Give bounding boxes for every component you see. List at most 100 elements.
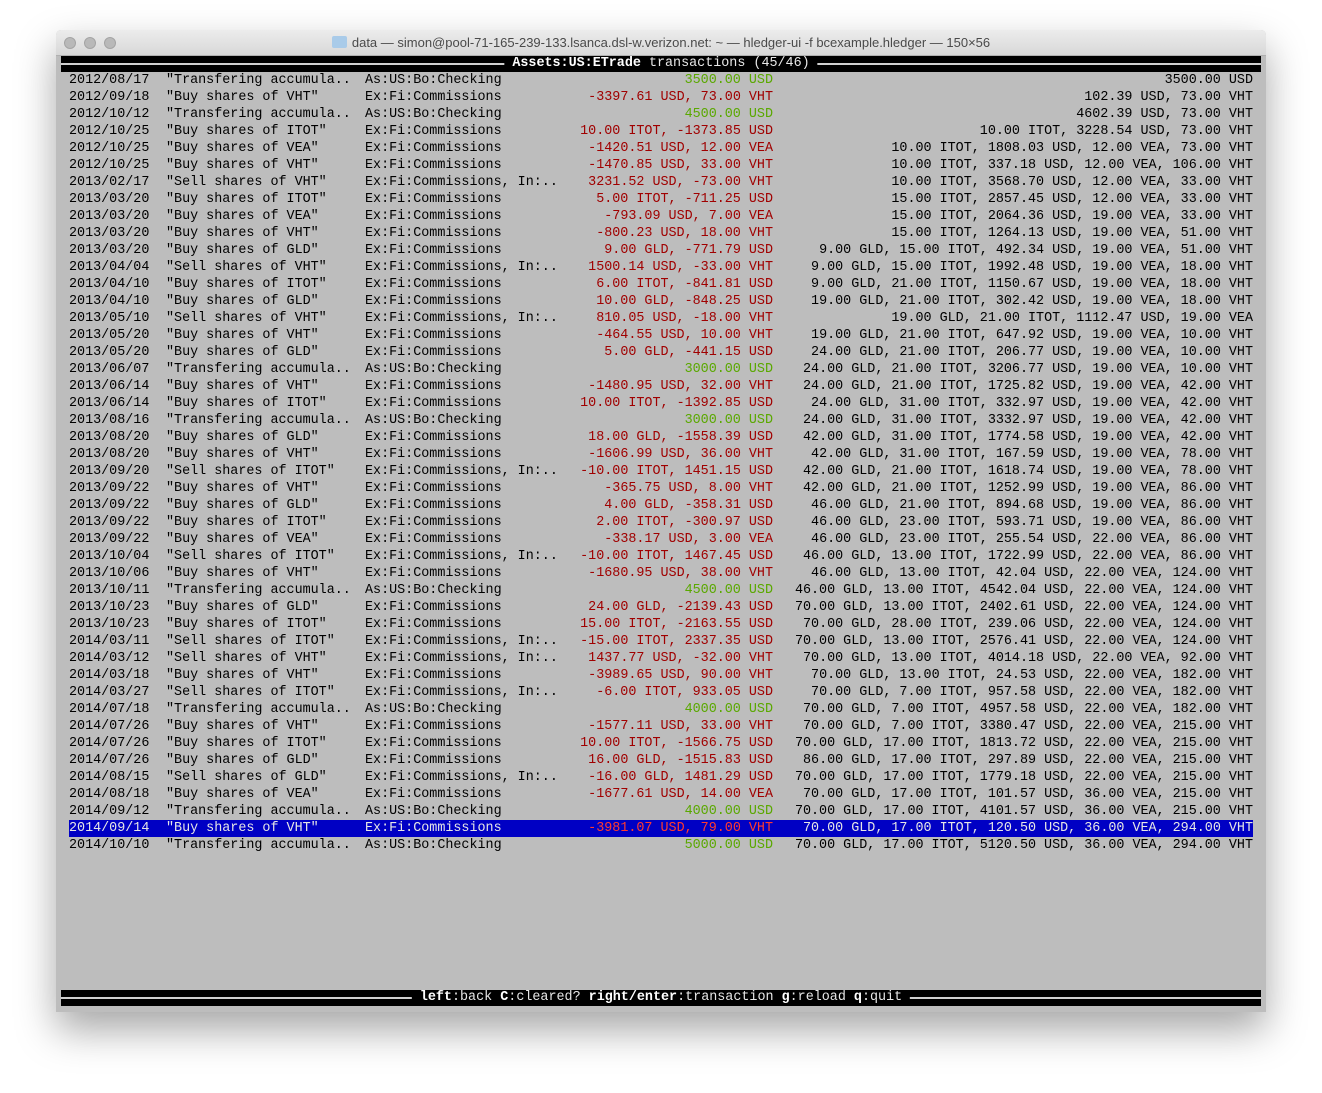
balance: 9.00 GLD, 15.00 ITOT, 492.34 USD, 19.00 … bbox=[819, 243, 1253, 258]
zoom-button[interactable] bbox=[104, 37, 116, 49]
transaction-row[interactable]: 2013/09/22 "Buy shares of VEA" Ex:Fi:Commi… bbox=[61, 531, 1261, 548]
balance: 70.00 GLD, 7.00 ITOT, 4957.58 USD, 22.00… bbox=[803, 702, 1253, 717]
amount: 3231.52 USD, -73.00 VHT bbox=[588, 175, 773, 190]
amount: 2.00 ITOT, -300.97 USD bbox=[596, 515, 773, 530]
transaction-row[interactable]: 2014/07/26 "Buy shares of VHT" Ex:Fi:Commi… bbox=[61, 718, 1261, 735]
transaction-row[interactable]: 2012/10/12 "Transfering accumula.. As:US:B… bbox=[61, 106, 1261, 123]
transaction-row[interactable]: 2014/10/10 "Transfering accumula.. As:US:B… bbox=[61, 837, 1261, 854]
transaction-row[interactable]: 2013/08/20 "Buy shares of GLD" Ex:Fi:Commi… bbox=[61, 429, 1261, 446]
description: "Transfering accumula.. bbox=[166, 362, 351, 377]
transaction-row[interactable]: 2013/02/17 "Sell shares of VHT" Ex:Fi:Comm… bbox=[61, 174, 1261, 191]
transaction-row[interactable]: 2013/09/22 "Buy shares of ITOT" Ex:Fi:Comm… bbox=[61, 514, 1261, 531]
transaction-row[interactable]: 2013/04/10 "Buy shares of ITOT" Ex:Fi:Comm… bbox=[61, 276, 1261, 293]
transaction-row[interactable]: 2014/07/26 "Buy shares of ITOT" Ex:Fi:Comm… bbox=[61, 735, 1261, 752]
separator: : bbox=[789, 990, 798, 1005]
date: 2014/07/26 bbox=[69, 753, 150, 768]
transaction-row[interactable]: 2013/05/20 "Buy shares of VHT" Ex:Fi:Commi… bbox=[61, 327, 1261, 344]
transaction-row[interactable]: 2013/03/20 "Buy shares of GLD" Ex:Fi:Commi… bbox=[61, 242, 1261, 259]
key-name: g bbox=[781, 990, 790, 1005]
date: 2013/10/11 bbox=[69, 583, 150, 598]
balance: 46.00 GLD, 21.00 ITOT, 894.68 USD, 19.00… bbox=[811, 498, 1253, 513]
terminal-content[interactable]: Assets:US:ETrade transactions (45/46) 20… bbox=[61, 56, 1261, 1012]
date: 2013/06/07 bbox=[69, 362, 150, 377]
transaction-row[interactable]: 2013/06/14 "Buy shares of VHT" Ex:Fi:Commi… bbox=[61, 378, 1261, 395]
amount: 10.00 ITOT, -1373.85 USD bbox=[580, 124, 773, 139]
transaction-row[interactable]: 2012/08/17 "Transfering accumula.. As:US:B… bbox=[61, 72, 1261, 89]
amount: -1420.51 USD, 12.00 VEA bbox=[588, 141, 773, 156]
transaction-row[interactable]: 2013/09/20 "Sell shares of ITOT" Ex:Fi:Com… bbox=[61, 463, 1261, 480]
balance: 24.00 GLD, 31.00 ITOT, 332.97 USD, 19.00… bbox=[811, 396, 1253, 411]
key-hint-transaction: right/enter:transaction bbox=[589, 990, 774, 1005]
transaction-row[interactable]: 2013/09/22 "Buy shares of VHT" Ex:Fi:Commi… bbox=[61, 480, 1261, 497]
account: Ex:Fi:Commissions bbox=[365, 158, 502, 173]
transaction-row[interactable]: 2013/03/20 "Buy shares of ITOT" Ex:Fi:Comm… bbox=[61, 191, 1261, 208]
date: 2013/04/04 bbox=[69, 260, 150, 275]
footer-bar: left:back C:cleared? right/enter:transac… bbox=[61, 990, 1261, 1006]
transaction-row[interactable]: 2012/10/25 "Buy shares of ITOT" Ex:Fi:Comm… bbox=[61, 123, 1261, 140]
transaction-row[interactable]: 2012/10/25 "Buy shares of VEA" Ex:Fi:Commi… bbox=[61, 140, 1261, 157]
amount: 4500.00 USD bbox=[684, 583, 773, 598]
date: 2013/10/06 bbox=[69, 566, 150, 581]
transaction-row[interactable]: 2014/08/15 "Sell shares of GLD" Ex:Fi:Comm… bbox=[61, 769, 1261, 786]
account: Ex:Fi:Commissions bbox=[365, 736, 502, 751]
description: "Buy shares of GLD" bbox=[166, 600, 319, 615]
account: As:US:Bo:Checking bbox=[365, 838, 502, 853]
amount: -338.17 USD, 3.00 VEA bbox=[604, 532, 773, 547]
date: 2013/09/20 bbox=[69, 464, 150, 479]
transaction-row[interactable]: 2013/04/10 "Buy shares of GLD" Ex:Fi:Commi… bbox=[61, 293, 1261, 310]
transaction-row[interactable]: 2014/03/27 "Sell shares of ITOT" Ex:Fi:Com… bbox=[61, 684, 1261, 701]
transactions-list[interactable]: 2012/08/17 "Transfering accumula.. As:US:B… bbox=[61, 72, 1261, 854]
amount: -15.00 ITOT, 2337.35 USD bbox=[580, 634, 773, 649]
account: As:US:Bo:Checking bbox=[365, 73, 502, 88]
transaction-row[interactable]: 2013/06/07 "Transfering accumula.. As:US:B… bbox=[61, 361, 1261, 378]
transaction-row[interactable]: 2012/10/25 "Buy shares of VHT" Ex:Fi:Commi… bbox=[61, 157, 1261, 174]
transaction-row[interactable]: 2014/07/18 "Transfering accumula.. As:US:B… bbox=[61, 701, 1261, 718]
transaction-row[interactable]: 2013/03/20 "Buy shares of VEA" Ex:Fi:Commi… bbox=[61, 208, 1261, 225]
transaction-row[interactable]: 2013/03/20 "Buy shares of VHT" Ex:Fi:Commi… bbox=[61, 225, 1261, 242]
balance: 4602.39 USD, 73.00 VHT bbox=[1076, 107, 1253, 122]
transaction-row[interactable]: 2014/08/18 "Buy shares of VEA" Ex:Fi:Commi… bbox=[61, 786, 1261, 803]
amount: 1437.77 USD, -32.00 VHT bbox=[588, 651, 773, 666]
transaction-row[interactable]: 2013/10/11 "Transfering accumula.. As:US:B… bbox=[61, 582, 1261, 599]
close-button[interactable] bbox=[64, 37, 76, 49]
amount: 4000.00 USD bbox=[684, 702, 773, 717]
balance: 70.00 GLD, 28.00 ITOT, 239.06 USD, 22.00… bbox=[803, 617, 1253, 632]
date: 2012/10/25 bbox=[69, 124, 150, 139]
selected-transaction-row[interactable]: 2014/09/14 "Buy shares of VHT" Ex:Fi:Commi… bbox=[69, 820, 1253, 837]
transaction-row[interactable]: 2013/09/22 "Buy shares of GLD" Ex:Fi:Commi… bbox=[61, 497, 1261, 514]
transaction-row[interactable]: 2013/05/10 "Sell shares of VHT" Ex:Fi:Comm… bbox=[61, 310, 1261, 327]
amount: -3981.07 USD, 79.00 VHT bbox=[588, 821, 773, 836]
transaction-row[interactable]: 2013/10/23 "Buy shares of ITOT" Ex:Fi:Comm… bbox=[61, 616, 1261, 633]
transaction-row[interactable]: 2013/10/06 "Buy shares of VHT" Ex:Fi:Commi… bbox=[61, 565, 1261, 582]
account: Ex:Fi:Commissions bbox=[365, 566, 502, 581]
description: "Transfering accumula.. bbox=[166, 838, 351, 853]
key-action: quit bbox=[870, 990, 903, 1005]
transaction-row[interactable]: 2012/09/18 "Buy shares of VHT" Ex:Fi:Commi… bbox=[61, 89, 1261, 106]
transaction-row[interactable]: 2014/09/12 "Transfering accumula.. As:US:B… bbox=[61, 803, 1261, 820]
transaction-row[interactable]: 2013/10/04 "Sell shares of ITOT" Ex:Fi:Com… bbox=[61, 548, 1261, 565]
balance: 42.00 GLD, 31.00 ITOT, 167.59 USD, 19.00… bbox=[811, 447, 1253, 462]
date: 2013/10/04 bbox=[69, 549, 150, 564]
transaction-row[interactable]: 2013/08/16 "Transfering accumula.. As:US:B… bbox=[61, 412, 1261, 429]
description: "Buy shares of VEA" bbox=[166, 141, 319, 156]
description: "Buy shares of GLD" bbox=[166, 243, 319, 258]
description: "Buy shares of VHT" bbox=[166, 481, 319, 496]
account: Ex:Fi:Commissions bbox=[365, 787, 502, 802]
balance: 15.00 ITOT, 2064.36 USD, 19.00 VEA, 33.0… bbox=[891, 209, 1253, 224]
transaction-row[interactable]: 2013/10/23 "Buy shares of GLD" Ex:Fi:Commi… bbox=[61, 599, 1261, 616]
transaction-row[interactable]: 2013/06/14 "Buy shares of ITOT" Ex:Fi:Comm… bbox=[61, 395, 1261, 412]
transaction-row[interactable]: 2013/04/04 "Sell shares of VHT" Ex:Fi:Comm… bbox=[61, 259, 1261, 276]
transaction-row[interactable]: 2014/03/11 "Sell shares of ITOT" Ex:Fi:Com… bbox=[61, 633, 1261, 650]
description: "Buy shares of VEA" bbox=[166, 209, 319, 224]
description: "Transfering accumula.. bbox=[166, 107, 351, 122]
amount: -10.00 ITOT, 1467.45 USD bbox=[580, 549, 773, 564]
transaction-row[interactable]: 2013/08/20 "Buy shares of VHT" Ex:Fi:Commi… bbox=[61, 446, 1261, 463]
transaction-row[interactable]: 2014/03/12 "Sell shares of VHT" Ex:Fi:Comm… bbox=[61, 650, 1261, 667]
balance: 15.00 ITOT, 1264.13 USD, 19.00 VEA, 51.0… bbox=[891, 226, 1253, 241]
amount: -793.09 USD, 7.00 VEA bbox=[604, 209, 773, 224]
transaction-row[interactable]: 2014/07/26 "Buy shares of GLD" Ex:Fi:Commi… bbox=[61, 752, 1261, 769]
transaction-row[interactable]: 2014/03/18 "Buy shares of VHT" Ex:Fi:Commi… bbox=[61, 667, 1261, 684]
transaction-row[interactable]: 2013/05/20 "Buy shares of GLD" Ex:Fi:Commi… bbox=[61, 344, 1261, 361]
minimize-button[interactable] bbox=[84, 37, 96, 49]
date: 2013/09/22 bbox=[69, 498, 150, 513]
